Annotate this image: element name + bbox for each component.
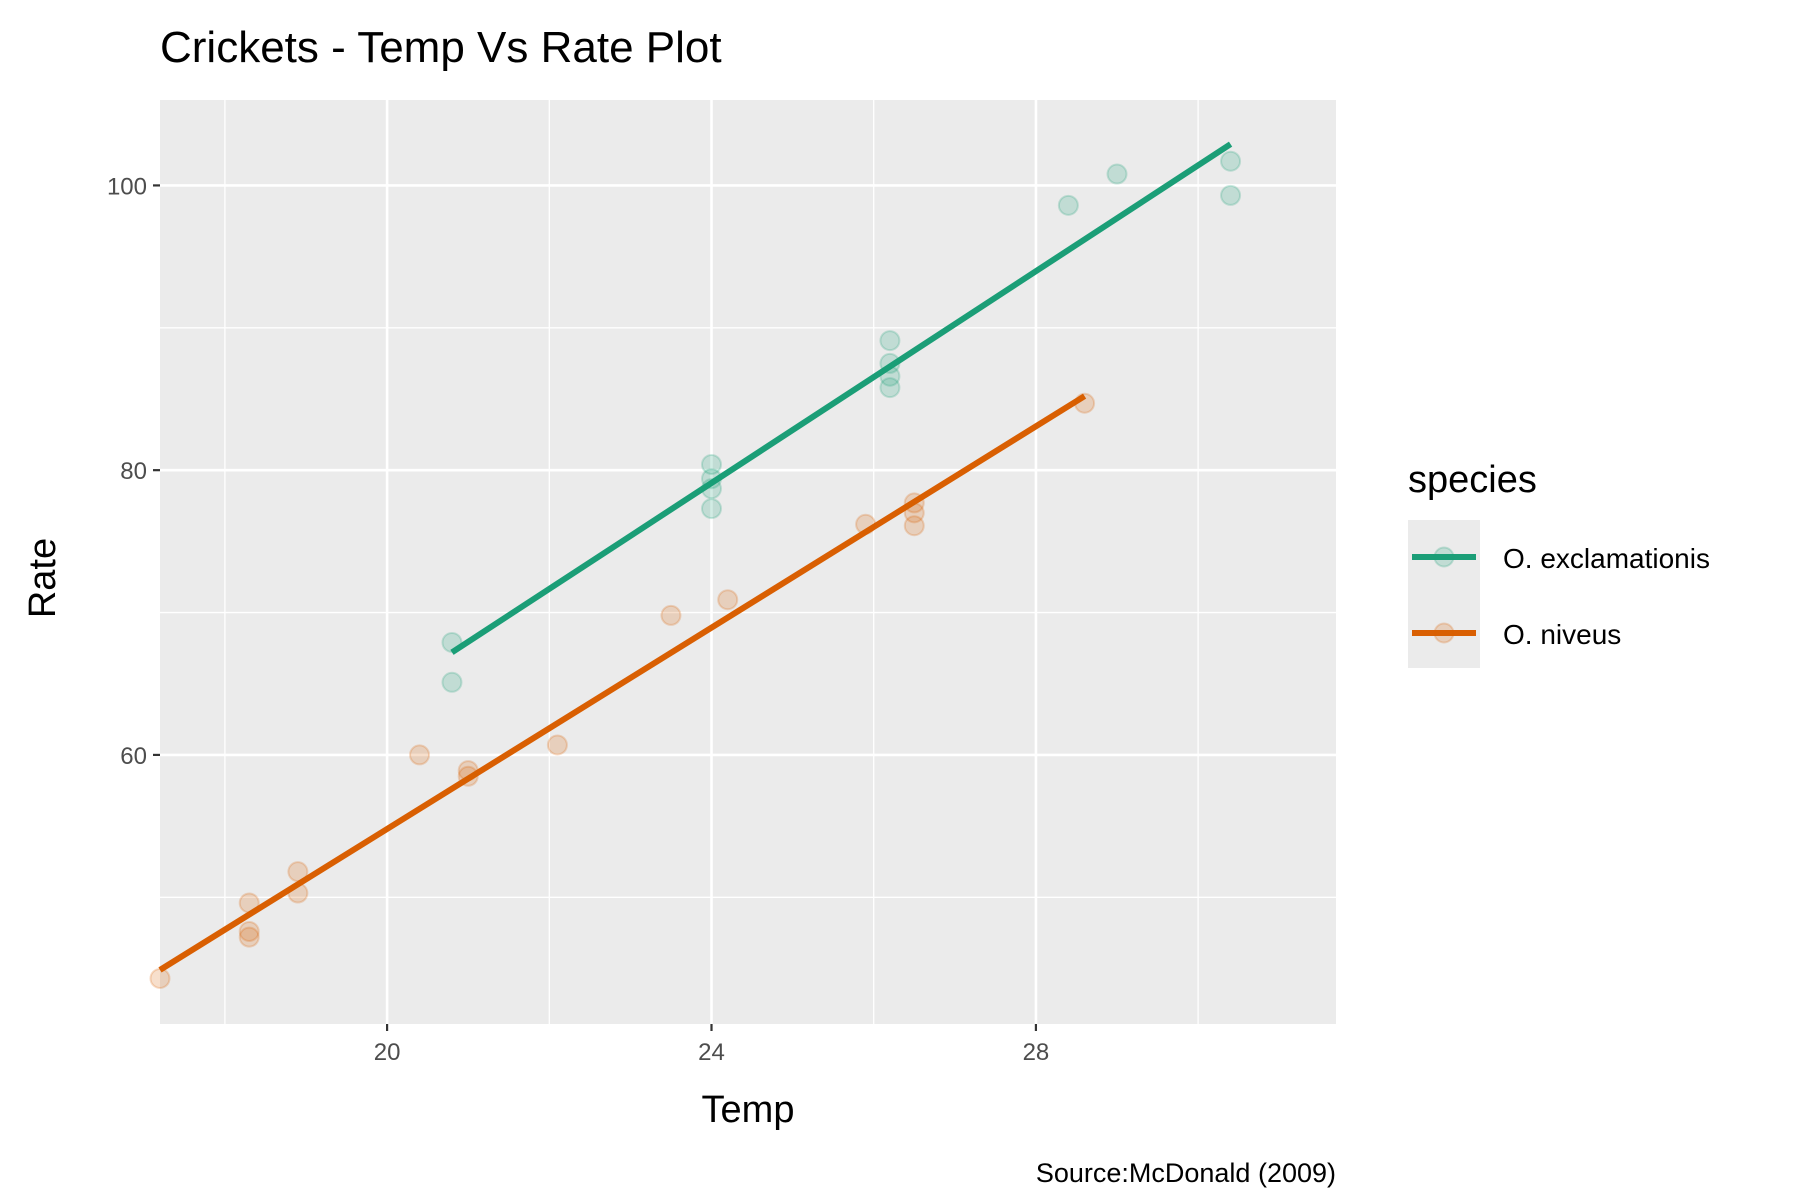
data-point-exclamationis <box>701 468 723 490</box>
data-point-niveus <box>287 861 309 883</box>
data-point-exclamationis <box>879 352 901 374</box>
data-point-niveus <box>287 882 309 904</box>
y-tick-label: 80 <box>120 458 147 485</box>
data-point-niveus <box>238 892 260 914</box>
data-point-niveus <box>409 744 431 766</box>
data-point-niveus <box>903 502 925 524</box>
data-point-niveus <box>1074 392 1096 414</box>
legend-label-niveus: O. niveus <box>1503 619 1621 650</box>
x-tick-label: 20 <box>374 1039 401 1066</box>
data-point-exclamationis <box>1106 163 1128 185</box>
data-point-exclamationis <box>1057 194 1079 216</box>
data-point-niveus <box>238 926 260 948</box>
data-point-niveus <box>717 589 739 611</box>
x-axis-title: Temp <box>702 1089 795 1131</box>
data-point-niveus <box>238 920 260 942</box>
data-point-exclamationis <box>441 671 463 693</box>
legend-title: species <box>1408 459 1537 501</box>
data-point-exclamationis <box>701 478 723 500</box>
plot-panel <box>160 100 1336 1024</box>
major-gridlines <box>160 100 1336 1024</box>
data-point-niveus <box>457 760 479 782</box>
legend-keys <box>1412 546 1476 644</box>
x-tick-label: 28 <box>1023 1039 1050 1066</box>
y-tick-label: 60 <box>120 743 147 770</box>
axis-ticks: 20 24 28 60 80 100 <box>107 173 1049 1066</box>
data-point-exclamationis <box>1220 184 1242 206</box>
data-point-niveus <box>457 765 479 787</box>
caption: Source:McDonald (2009) <box>1036 1158 1336 1188</box>
y-tick-label: 100 <box>107 173 147 200</box>
legend-key-background <box>1408 520 1480 668</box>
x-tick-label: 24 <box>698 1039 725 1066</box>
data-points <box>149 150 1242 989</box>
data-point-exclamationis <box>1220 150 1242 172</box>
fit-line-niveus <box>158 393 1087 973</box>
minor-gridlines <box>160 100 1336 1024</box>
regression-lines <box>158 141 1233 973</box>
data-point-niveus <box>149 967 171 989</box>
legend-key-point-exclamationis <box>1433 546 1455 568</box>
data-point-exclamationis <box>879 365 901 387</box>
data-point-exclamationis <box>879 377 901 399</box>
data-point-exclamationis <box>441 631 463 653</box>
fit-line-exclamationis <box>450 141 1233 655</box>
legend-key-point-niveus <box>1433 622 1455 644</box>
data-point-niveus <box>855 513 877 535</box>
data-point-niveus <box>903 515 925 537</box>
data-point-exclamationis <box>879 330 901 352</box>
legend: species O. exclamationis O. niveus <box>1408 459 1710 668</box>
y-axis-title: Rate <box>22 538 64 618</box>
data-point-niveus <box>903 492 925 514</box>
data-point-niveus <box>546 734 568 756</box>
chart-title: Crickets - Temp Vs Rate Plot <box>160 23 722 72</box>
data-point-niveus <box>660 604 682 626</box>
data-point-exclamationis <box>701 498 723 520</box>
data-point-exclamationis <box>701 453 723 475</box>
legend-label-exclamationis: O. exclamationis <box>1503 543 1710 574</box>
